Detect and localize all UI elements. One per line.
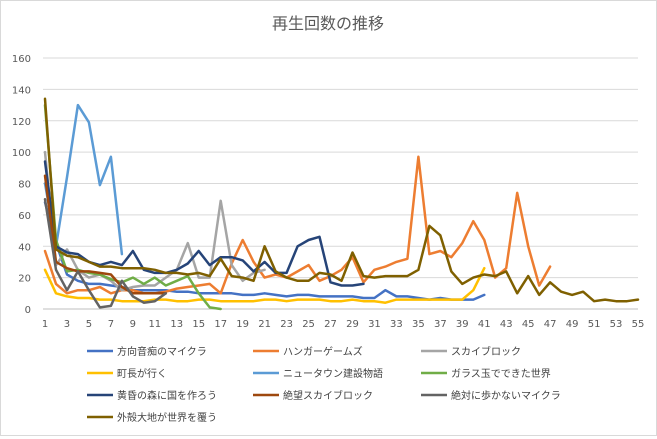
legend-item: 絶対に歩かないマイクラ (421, 389, 561, 402)
y-tick-label: 120 (12, 117, 31, 128)
x-tick-label: 33 (390, 319, 403, 330)
x-tick-label: 55 (632, 319, 645, 330)
plot-area (43, 97, 640, 311)
x-tick-label: 1 (42, 319, 48, 330)
x-tick-label: 13 (170, 319, 183, 330)
x-tick-label: 47 (544, 319, 557, 330)
legend-item: ニュータウン建設物語 (253, 367, 383, 380)
gridlines (43, 57, 638, 310)
x-tick-label: 51 (588, 319, 601, 330)
legend-label: 絶望スカイブロック (283, 389, 373, 402)
x-tick-label: 29 (346, 319, 359, 330)
series-line-7 (43, 160, 365, 287)
x-tick-label: 35 (412, 319, 425, 330)
x-tick-label: 53 (610, 319, 623, 330)
legend-label: 黄昏の森に国を作ろう (117, 389, 217, 402)
x-tick-label: 5 (86, 319, 92, 330)
x-tick-label: 27 (324, 319, 337, 330)
y-tick-label: 100 (12, 148, 31, 159)
x-tick-label: 45 (522, 319, 535, 330)
legend-label: スカイブロック (451, 345, 521, 358)
x-tick-label: 19 (236, 319, 249, 330)
x-tick-label: 17 (214, 319, 227, 330)
y-tick-label: 40 (18, 242, 31, 253)
legend-item: ガラス玉でできた世界 (421, 368, 551, 380)
x-axis: 1 3 5 7 9 11 13 15 17 19 21 23 25 27 29 31 33 35 37 39 41 43 4… (42, 319, 645, 330)
legend-label: ガラス玉でできた世界 (451, 368, 551, 380)
legend-label: ハンガーゲームズ (283, 345, 363, 358)
legend-item: ハンガーゲームズ (253, 345, 363, 358)
legend-item: 黄昏の森に国を作ろう (87, 389, 217, 402)
legend-label: 町長が行く (117, 367, 167, 380)
x-tick-label: 7 (108, 319, 114, 330)
x-tick-label: 31 (368, 319, 381, 330)
legend-item: 町長が行く (87, 367, 167, 380)
series-line-8 (43, 174, 168, 295)
y-tick-label: 80 (18, 180, 31, 191)
legend-label: 方向音痴のマイクラ (117, 345, 207, 358)
legend-item: 絶望スカイブロック (253, 389, 373, 402)
legend-label: ニュータウン建設物語 (283, 367, 383, 380)
legend-label: 絶対に歩かないマイクラ (451, 389, 561, 402)
y-tick-label: 0 (25, 305, 31, 316)
legend-label: 外殻大地が世界を覆う (117, 411, 217, 424)
x-tick-label: 49 (566, 319, 579, 330)
y-tick-label: 140 (12, 85, 31, 96)
y-axis: 0 20 40 60 80 100 120 140 160 (12, 54, 31, 316)
x-tick-label: 11 (148, 319, 161, 330)
series-line-4 (43, 266, 486, 304)
x-tick-label: 37 (434, 319, 447, 330)
legend-item: 方向音痴のマイクラ (87, 345, 207, 358)
x-tick-label: 39 (456, 319, 469, 330)
y-tick-label: 160 (12, 54, 31, 65)
x-tick-label: 43 (500, 319, 513, 330)
chart-title: 再生回数の推移 (272, 14, 384, 33)
x-tick-label: 15 (192, 319, 205, 330)
series-line-2 (43, 155, 552, 295)
series-line-9 (43, 197, 168, 309)
y-tick-label: 20 (18, 274, 31, 285)
x-tick-label: 25 (302, 319, 315, 330)
legend-item: スカイブロック (421, 345, 521, 358)
x-tick-label: 41 (478, 319, 491, 330)
series-line-1 (43, 201, 486, 301)
series-line-5 (43, 103, 124, 256)
series-line-10 (43, 97, 640, 303)
y-tick-label: 60 (18, 211, 31, 222)
x-tick-label: 3 (64, 319, 70, 330)
x-tick-label: 9 (130, 319, 136, 330)
x-tick-label: 21 (258, 319, 271, 330)
x-tick-label: 23 (280, 319, 293, 330)
legend-item: 外殻大地が世界を覆う (87, 411, 217, 424)
